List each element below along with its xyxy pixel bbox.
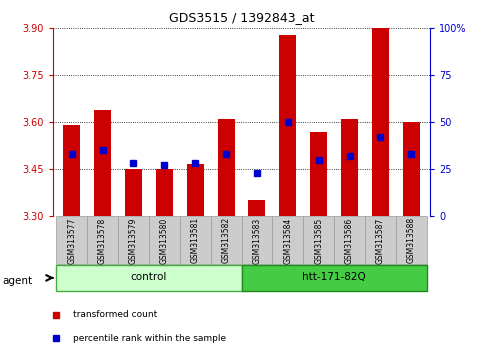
Bar [211,216,242,264]
Bar [56,265,242,291]
Bar [125,169,142,216]
Text: GSM313588: GSM313588 [407,217,416,263]
Bar [180,216,211,264]
Bar [341,119,358,216]
Text: GSM313587: GSM313587 [376,217,385,264]
Bar [118,216,149,264]
Text: percentile rank within the sample: percentile rank within the sample [73,333,227,343]
Text: control: control [131,272,167,282]
Bar [365,216,396,264]
Bar [242,265,427,291]
Text: GSM313578: GSM313578 [98,217,107,264]
Bar [396,216,427,264]
Text: GSM313579: GSM313579 [129,217,138,264]
Text: GSM313586: GSM313586 [345,217,354,264]
Text: htt-171-82Q: htt-171-82Q [302,272,366,282]
Bar [87,216,118,264]
Text: agent: agent [2,276,32,286]
Bar [310,132,327,216]
Text: GSM313584: GSM313584 [284,217,292,264]
Bar [279,35,296,216]
Bar [248,200,266,216]
Bar [156,169,173,216]
Bar [94,110,111,216]
Bar [272,216,303,264]
Bar [372,28,389,216]
Bar [334,216,365,264]
Bar [56,216,87,264]
Bar [403,122,420,216]
Bar [217,119,235,216]
Text: GSM313581: GSM313581 [191,217,199,263]
Bar [187,164,204,216]
Bar [149,216,180,264]
Text: GDS3515 / 1392843_at: GDS3515 / 1392843_at [169,11,314,24]
Bar [63,125,80,216]
Bar [303,216,334,264]
Text: GSM313577: GSM313577 [67,217,76,264]
Text: GSM313582: GSM313582 [222,217,230,263]
Text: GSM313585: GSM313585 [314,217,323,264]
Bar [242,216,272,264]
Text: GSM313583: GSM313583 [253,217,261,264]
Text: transformed count: transformed count [73,310,157,319]
Text: GSM313580: GSM313580 [160,217,169,264]
